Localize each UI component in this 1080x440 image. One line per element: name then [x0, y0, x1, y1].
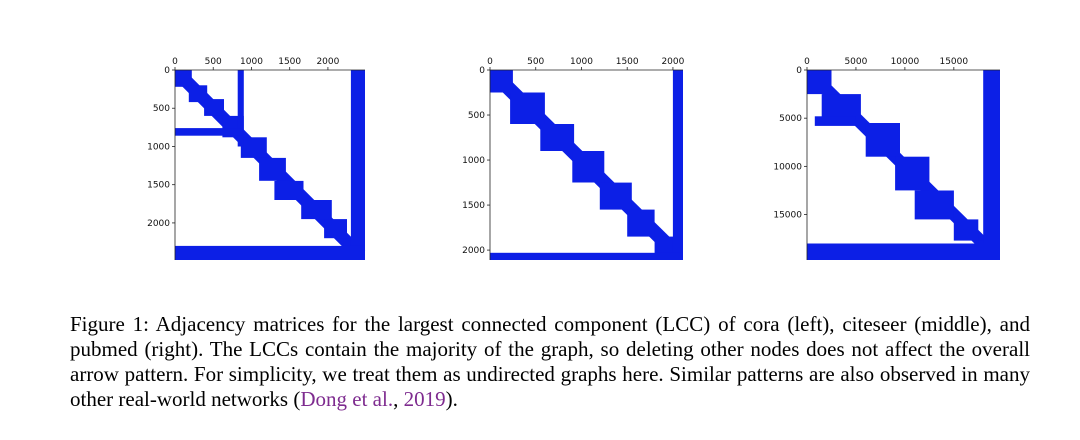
y-tick-label: 5000 [779, 114, 802, 124]
x-tick-label: 500 [527, 57, 544, 67]
diagonal-block [510, 92, 545, 124]
diagonal-block [807, 70, 832, 95]
diagonal-block [324, 219, 347, 239]
diagonal-block [301, 200, 332, 220]
y-tick-label: 2000 [462, 246, 485, 256]
diagonal-block [953, 219, 979, 241]
diagonal-block [627, 209, 655, 237]
off-diagonal-block [490, 252, 683, 260]
x-tick-label: 1000 [240, 57, 263, 67]
diagonal-block [914, 190, 954, 220]
cora-adjacency-matrix: 0 500 1000 1500 2000 0 500 1000 1500 2000 [147, 57, 365, 260]
x-tick-label: 2000 [661, 57, 684, 67]
y-tick-label: 15000 [773, 211, 802, 221]
y-tick-label: 500 [468, 111, 485, 121]
diagonal-block [490, 70, 513, 93]
diagonal-block [895, 156, 930, 191]
diagonal-block [274, 180, 304, 200]
off-diagonal-block [175, 245, 365, 260]
y-tick-label: 0 [796, 66, 802, 76]
citeseer-adjacency-matrix: 0 500 1000 1500 2000 0 500 1000 1500 2000 [462, 57, 685, 260]
x-tick-label: 500 [205, 57, 222, 67]
diagonal-block [865, 123, 900, 157]
diagonal-block [175, 70, 192, 87]
off-diagonal-block [807, 243, 1000, 260]
x-tick-label: 2000 [316, 57, 339, 67]
diagonal-block [572, 151, 605, 183]
citation-separator: , [393, 387, 404, 411]
y-tick-label: 0 [479, 66, 485, 76]
off-diagonal-block [175, 128, 243, 136]
citation-authors-link[interactable]: Dong et al. [300, 387, 394, 411]
x-tick-label: 15000 [939, 57, 968, 67]
diagonal-block [540, 124, 575, 151]
diagonal-block [204, 99, 224, 116]
x-tick-label: 0 [487, 57, 493, 67]
x-tick-label: 0 [804, 57, 810, 67]
figure-panels: 0 500 1000 1500 2000 0 500 1000 1500 2000 0 500 100… [147, 57, 1000, 260]
y-tick-label: 1500 [462, 201, 485, 211]
diagonal-block [240, 137, 267, 158]
off-diagonal-block [350, 70, 365, 260]
diagonal-block [188, 85, 208, 103]
y-tick-label: 1000 [147, 143, 170, 153]
x-tick-label: 10000 [891, 57, 920, 67]
off-diagonal-block [237, 70, 244, 147]
x-tick-label: 1500 [278, 57, 301, 67]
x-tick-label: 5000 [844, 57, 867, 67]
pubmed-adjacency-matrix: 0 5000 10000 15000 0 5000 10000 15000 [773, 57, 1000, 260]
caption-end: ). [445, 387, 458, 411]
x-tick-label: 0 [172, 57, 178, 67]
y-tick-label: 0 [164, 66, 170, 76]
off-diagonal-block [672, 70, 683, 260]
caption-text: Figure 1: Adjacency matrices for the lar… [70, 312, 1030, 411]
y-tick-label: 10000 [773, 162, 802, 172]
diagonal-block [599, 182, 632, 210]
y-tick-label: 1000 [462, 156, 485, 166]
figure-caption: Figure 1: Adjacency matrices for the lar… [70, 312, 1030, 412]
y-tick-label: 500 [153, 104, 170, 114]
y-tick-label: 1500 [147, 181, 170, 191]
x-tick-label: 1500 [616, 57, 639, 67]
diagonal-block [259, 157, 286, 181]
off-diagonal-block [983, 70, 1000, 260]
citation-year-link[interactable]: 2019 [403, 387, 446, 411]
off-diagonal-block [814, 116, 856, 126]
y-tick-label: 2000 [147, 219, 170, 229]
x-tick-label: 1000 [570, 57, 593, 67]
